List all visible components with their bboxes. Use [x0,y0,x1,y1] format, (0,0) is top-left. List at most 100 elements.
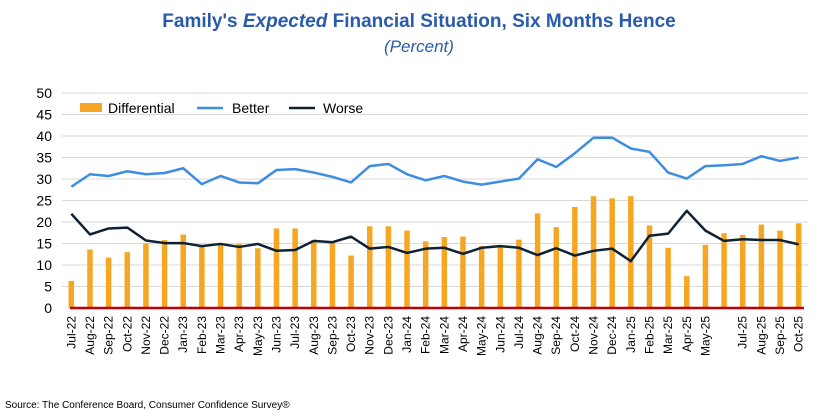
chart-title-emphasis: Expected [243,11,328,32]
x-tick-label: Feb-23 [195,316,209,354]
gridlines [62,92,808,287]
line-worse [70,209,799,263]
chart-subtitle: (Percent) [384,37,454,56]
bar-differential [329,242,336,308]
x-tick-label: Jun-23 [269,316,283,353]
chart-title: Family's Expected Financial Situation, S… [162,11,675,32]
bar-differential [217,243,224,308]
bar-differential [721,233,727,308]
bar-differential [646,225,653,308]
bar-differential [143,243,149,308]
bar-differential [68,280,75,308]
bar-differential [348,255,354,308]
x-tick-label: Mar-25 [661,316,675,354]
bar-differential [478,246,485,308]
x-tick-label: Jul-25 [736,316,750,349]
x-tick-label: Oct-23 [344,316,358,352]
y-tick-label: 40 [36,128,52,144]
x-tick-label: May-25 [698,316,712,356]
y-tick-label: 20 [36,214,52,230]
x-tick-label: Sep-23 [325,316,339,355]
legend-label-better: Better [232,100,270,116]
bar-differential [572,206,578,308]
bar-differential [105,257,112,308]
bar-differential [609,198,615,308]
y-axis: 0 5 10 15 20 25 30 35 40 45 50 [36,85,52,316]
bar-differential [665,247,671,308]
x-tick-label: May-23 [251,316,265,356]
y-tick-label: 25 [36,193,52,209]
lines [70,136,804,310]
x-tick-label: Dec-23 [381,316,395,355]
bar-differential [590,196,597,308]
bar-differential [497,247,504,308]
x-tick-label: Jan-23 [176,316,190,353]
x-tick-label: Mar-23 [214,316,228,354]
bar-differential [292,228,298,308]
x-tick-label: Nov-24 [587,316,601,355]
bar-differential [422,241,429,308]
legend-label-worse: Worse [323,100,363,116]
bar-differential [255,248,261,308]
x-axis: Jul-22 Aug-22 Sep-22 Oct-22 Nov-22 Dec-22 Jan-… [64,316,805,356]
bar-differential [161,240,168,308]
x-tick-label: Dec-24 [605,316,619,355]
x-tick-label: May-24 [475,316,489,356]
x-tick-label: Jul-22 [64,316,78,349]
x-tick-label: Apr-24 [456,316,470,352]
bars-differential [68,196,802,308]
bar-differential [777,230,783,308]
source-note: Source: The Conference Board, Consumer C… [5,400,290,411]
legend-swatch-differential [80,103,102,112]
x-tick-label: Nov-22 [139,316,153,355]
bar-differential [534,213,541,308]
x-tick-label: Aug-22 [83,316,97,355]
x-tick-label: Feb-25 [642,316,656,354]
x-tick-label: Apr-23 [232,316,246,352]
bar-differential [311,240,317,308]
y-tick-label: 50 [36,85,52,101]
x-tick-label: Aug-23 [307,316,321,355]
bar-differential [441,237,448,308]
x-tick-label: Aug-25 [754,316,768,355]
y-tick-label: 30 [36,171,52,187]
y-tick-label: 0 [44,300,52,316]
bar-differential [739,234,746,308]
x-tick-label: Oct-24 [568,316,582,352]
bar-differential [273,228,280,308]
bar-differential [366,226,373,308]
x-tick-label: Jan-25 [624,316,638,353]
y-tick-label: 45 [36,107,52,123]
x-tick-label: Sep-25 [773,316,787,355]
x-tick-label: Nov-23 [363,316,377,355]
y-tick-label: 15 [36,236,52,252]
x-tick-label: Jan-24 [400,316,414,353]
bar-differential [702,244,709,308]
line-better [70,136,799,188]
x-tick-label: Jun-24 [493,316,507,353]
bar-differential [87,249,93,308]
x-tick-label: Mar-24 [437,316,451,354]
bar-differential [758,224,765,308]
bar-differential [236,243,242,308]
bar-differential [404,230,410,308]
x-tick-label: Jul-24 [512,316,526,349]
y-tick-label: 5 [44,279,52,295]
bar-differential [684,276,690,308]
bar-differential [460,236,466,308]
bar-differential [385,226,392,308]
x-tick-label: Sep-24 [549,316,563,355]
bar-differential [628,196,634,308]
x-tick-label: Apr-25 [680,316,694,352]
bar-differential [180,234,186,308]
chart-title-end: Financial Situation, Six Months Hence [327,11,675,32]
legend: Differential Better Worse [80,100,363,116]
y-tick-label: 35 [36,150,52,166]
x-tick-label: Dec-22 [158,316,172,355]
bar-differential [553,227,559,308]
legend-label-differential: Differential [108,100,175,116]
x-tick-label: Feb-24 [419,316,433,354]
x-tick-label: Aug-24 [531,316,545,355]
bar-differential [124,252,131,308]
